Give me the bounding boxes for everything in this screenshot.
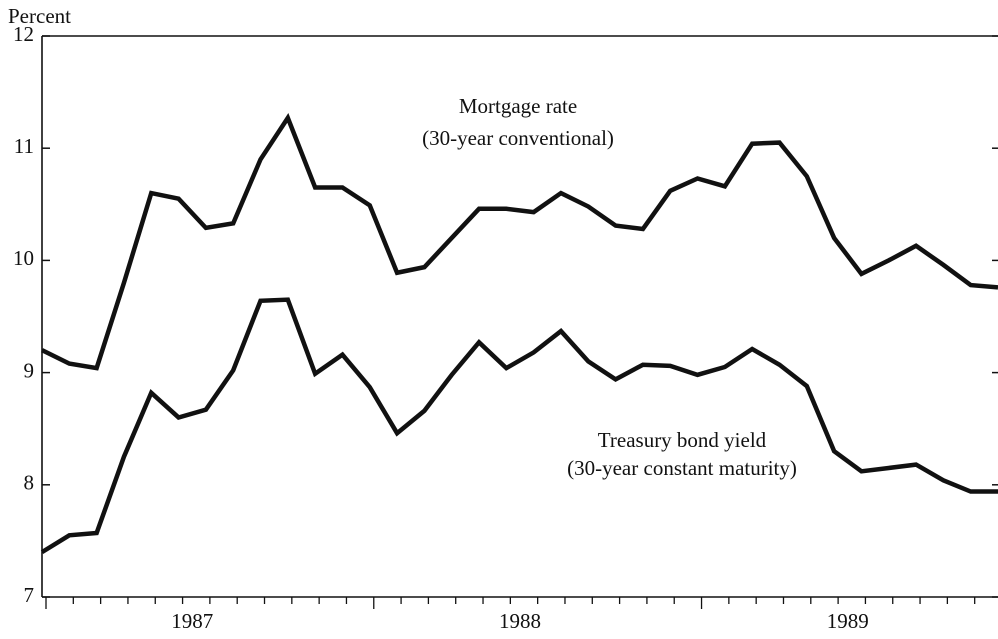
y-tick-label: 12 [13, 22, 34, 46]
series-label: Treasury bond yield [598, 428, 767, 452]
y-axis-label: Percent [8, 4, 71, 28]
y-tick-label: 9 [24, 358, 35, 382]
x-tick-label: 1988 [499, 609, 541, 633]
x-tick-label: 1987 [171, 609, 213, 633]
y-tick-label: 11 [14, 134, 34, 158]
series-note: (30-year conventional) [422, 126, 614, 150]
series-label: Mortgage rate [459, 94, 577, 118]
series-note: (30-year constant maturity) [567, 456, 797, 480]
y-tick-label: 10 [13, 246, 34, 270]
y-tick-label: 8 [24, 471, 35, 495]
series-line [41, 113, 998, 371]
series-line [40, 297, 998, 555]
x-tick-label: 1989 [827, 609, 869, 633]
y-tick-label: 7 [24, 583, 35, 607]
